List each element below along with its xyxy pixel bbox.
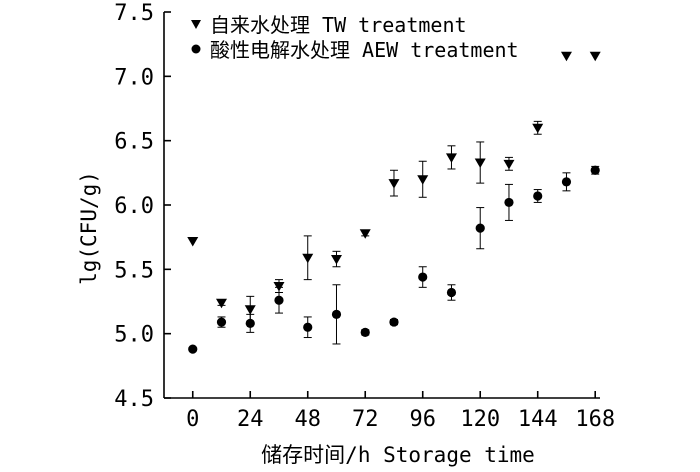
data-point-triangle bbox=[187, 237, 199, 247]
data-point-triangle bbox=[532, 123, 544, 134]
data-point-circle bbox=[504, 197, 514, 208]
data-point-triangle bbox=[273, 282, 285, 292]
data-point-circle bbox=[331, 309, 342, 319]
y-axis-title: lg(CFU/g) bbox=[77, 171, 101, 285]
data-point-circle bbox=[475, 223, 485, 233]
series-layer bbox=[187, 51, 601, 354]
x-axis-title: 储存时间/h Storage time bbox=[261, 443, 535, 467]
x-tick-label: 72 bbox=[352, 407, 379, 432]
data-point-circle bbox=[389, 317, 399, 327]
y-tick-label: 5.5 bbox=[114, 258, 154, 283]
y-tick-label: 4.5 bbox=[114, 387, 154, 412]
series-aew bbox=[188, 165, 600, 354]
x-tick-label: 168 bbox=[575, 407, 615, 432]
data-point-triangle bbox=[302, 253, 314, 264]
x-tick-label: 120 bbox=[460, 407, 500, 432]
chart-legend: 自来水处理 TW treatment 酸性电解水处理 AEW treatment bbox=[191, 13, 519, 62]
data-point-circle bbox=[418, 272, 428, 282]
data-point-circle bbox=[245, 318, 255, 328]
x-tick-label: 96 bbox=[409, 407, 436, 432]
data-point-triangle bbox=[445, 153, 457, 163]
y-tick-label: 7.0 bbox=[114, 65, 154, 90]
data-point-circle bbox=[590, 165, 600, 175]
data-point-triangle bbox=[388, 179, 400, 189]
data-point-circle bbox=[533, 191, 543, 201]
data-point-circle bbox=[303, 322, 313, 332]
x-tick-label: 48 bbox=[294, 407, 321, 432]
data-point-circle bbox=[446, 287, 457, 298]
data-point-triangle bbox=[359, 229, 371, 239]
chart-axes bbox=[163, 12, 600, 399]
y-tick-label: 7.5 bbox=[114, 1, 154, 26]
legend-marker-aew bbox=[191, 44, 201, 54]
data-point-triangle bbox=[474, 158, 486, 169]
data-point-triangle bbox=[589, 51, 601, 62]
data-point-circle bbox=[216, 317, 227, 327]
y-tick-label: 6.5 bbox=[114, 130, 154, 155]
series-tw bbox=[187, 51, 601, 323]
x-ticks: 0 24 48 72 96 120 144 168 bbox=[186, 391, 615, 432]
data-point-circle bbox=[360, 327, 370, 337]
y-ticks: 4.5 5.0 5.5 6.0 6.5 7.0 7.5 bbox=[114, 1, 171, 412]
data-point-circle bbox=[188, 344, 198, 354]
data-point-triangle bbox=[244, 305, 256, 315]
data-point-triangle bbox=[503, 159, 515, 170]
x-tick-label: 144 bbox=[518, 407, 558, 432]
data-point-triangle bbox=[215, 298, 227, 309]
y-tick-label: 5.0 bbox=[114, 323, 154, 348]
data-point-triangle bbox=[560, 51, 572, 62]
data-point-circle bbox=[561, 177, 572, 187]
legend-label-tw: 自来水处理 TW treatment bbox=[210, 13, 467, 37]
data-point-triangle bbox=[330, 255, 342, 265]
legend-label-aew: 酸性电解水处理 AEW treatment bbox=[210, 38, 519, 62]
legend-marker-tw bbox=[191, 20, 201, 29]
data-point-circle bbox=[274, 295, 284, 305]
data-point-triangle bbox=[417, 175, 429, 185]
x-tick-label: 24 bbox=[237, 407, 264, 432]
y-tick-label: 6.0 bbox=[114, 194, 154, 219]
x-tick-label: 0 bbox=[186, 407, 199, 432]
